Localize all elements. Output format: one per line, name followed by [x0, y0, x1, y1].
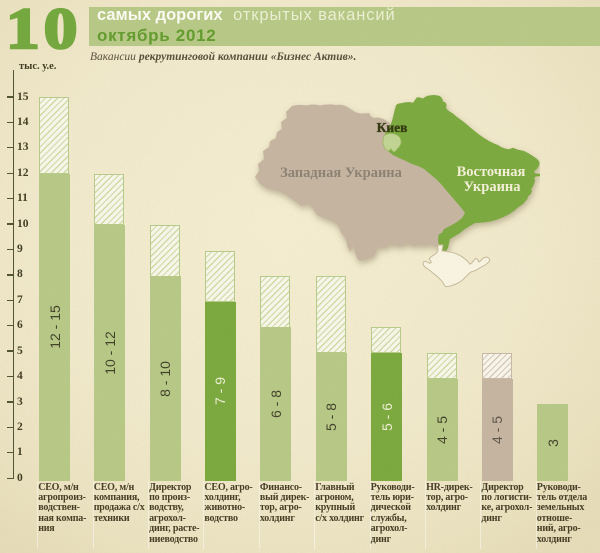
svg-text:Восточная: Восточная — [457, 164, 526, 180]
svg-text:Украина: Украина — [463, 179, 521, 195]
svg-text:Западная Украина: Западная Украина — [280, 165, 403, 181]
svg-text:Киев: Киев — [377, 120, 408, 135]
